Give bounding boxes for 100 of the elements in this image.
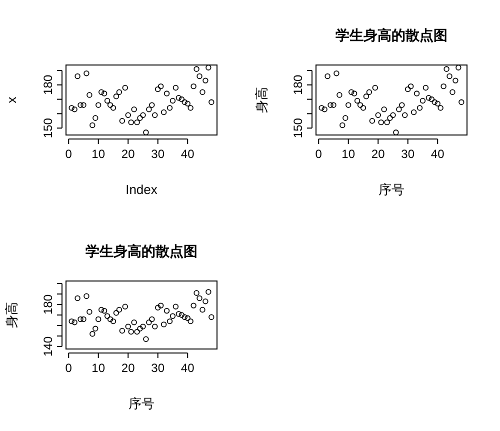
point	[200, 89, 206, 95]
point	[119, 118, 126, 124]
point	[101, 308, 108, 314]
x-axis-title: 序号	[128, 396, 154, 411]
point	[178, 96, 185, 102]
x-tick-label: 30	[151, 361, 165, 375]
point	[184, 315, 190, 321]
point	[158, 302, 164, 308]
point	[78, 102, 84, 108]
point	[137, 115, 143, 121]
point	[74, 295, 80, 302]
point	[408, 83, 414, 90]
point	[86, 309, 92, 315]
point	[402, 112, 408, 118]
point	[434, 100, 440, 106]
x-tick-label: 0	[65, 361, 72, 375]
point	[90, 122, 96, 128]
point	[146, 106, 152, 112]
point	[188, 105, 194, 111]
point	[322, 106, 328, 112]
point	[158, 83, 164, 90]
point	[84, 70, 90, 76]
point	[422, 84, 429, 91]
point	[384, 119, 390, 126]
y-tick-label: 150	[291, 118, 305, 138]
point	[116, 306, 122, 313]
x-tick-label: 0	[315, 147, 322, 161]
point	[122, 84, 128, 91]
point	[160, 109, 167, 116]
point	[170, 313, 176, 319]
point	[131, 319, 137, 326]
point	[342, 115, 348, 121]
point	[432, 99, 438, 106]
point	[428, 96, 435, 102]
point	[140, 112, 146, 118]
x-axis-title: Index	[126, 182, 158, 197]
point	[110, 105, 116, 111]
point	[72, 106, 78, 112]
x-tick-label: 30	[151, 147, 165, 161]
point	[444, 66, 450, 72]
point	[86, 92, 92, 98]
point	[446, 73, 452, 80]
y-tick-label: 140	[41, 336, 55, 356]
point	[328, 102, 334, 108]
point	[98, 306, 104, 313]
x-tick-label: 40	[180, 147, 195, 161]
y-axis-title: 身高	[254, 87, 269, 113]
point	[96, 316, 102, 322]
point	[206, 289, 212, 295]
point	[334, 70, 340, 76]
point	[149, 102, 155, 108]
chart-title: 学生身高的散点图	[86, 243, 198, 259]
point	[399, 102, 405, 108]
y-axis-title: 身高	[4, 302, 19, 328]
point	[78, 316, 84, 322]
point	[381, 106, 387, 112]
point	[340, 122, 346, 128]
y-axis-title: x	[4, 96, 19, 104]
point	[140, 324, 146, 330]
point	[190, 83, 196, 90]
point	[113, 310, 120, 316]
point	[182, 99, 188, 106]
point	[74, 73, 80, 80]
point	[152, 112, 158, 118]
point	[378, 119, 384, 126]
point	[122, 304, 128, 310]
point	[92, 115, 98, 121]
x-tick-label: 0	[65, 147, 72, 161]
point	[68, 318, 74, 324]
x-tick-label: 30	[401, 147, 415, 161]
point	[420, 98, 426, 104]
point	[131, 106, 137, 112]
point	[160, 322, 167, 328]
point	[452, 78, 458, 84]
point	[164, 90, 170, 96]
point	[90, 331, 96, 337]
point	[366, 89, 372, 95]
point	[104, 98, 110, 104]
point	[194, 290, 200, 296]
point	[330, 102, 336, 108]
point	[450, 89, 456, 95]
point	[155, 304, 161, 311]
point	[107, 102, 114, 108]
point	[164, 308, 170, 314]
point	[176, 94, 182, 101]
point	[200, 306, 206, 313]
point	[137, 326, 143, 332]
point	[369, 118, 376, 124]
point	[101, 90, 108, 96]
point	[98, 89, 104, 95]
point	[188, 318, 194, 324]
point	[96, 102, 102, 108]
point	[372, 84, 378, 91]
point	[172, 304, 179, 310]
point	[178, 312, 185, 318]
point	[208, 314, 214, 320]
point	[336, 92, 342, 98]
point	[149, 316, 155, 322]
point	[72, 319, 78, 326]
point	[134, 119, 140, 126]
